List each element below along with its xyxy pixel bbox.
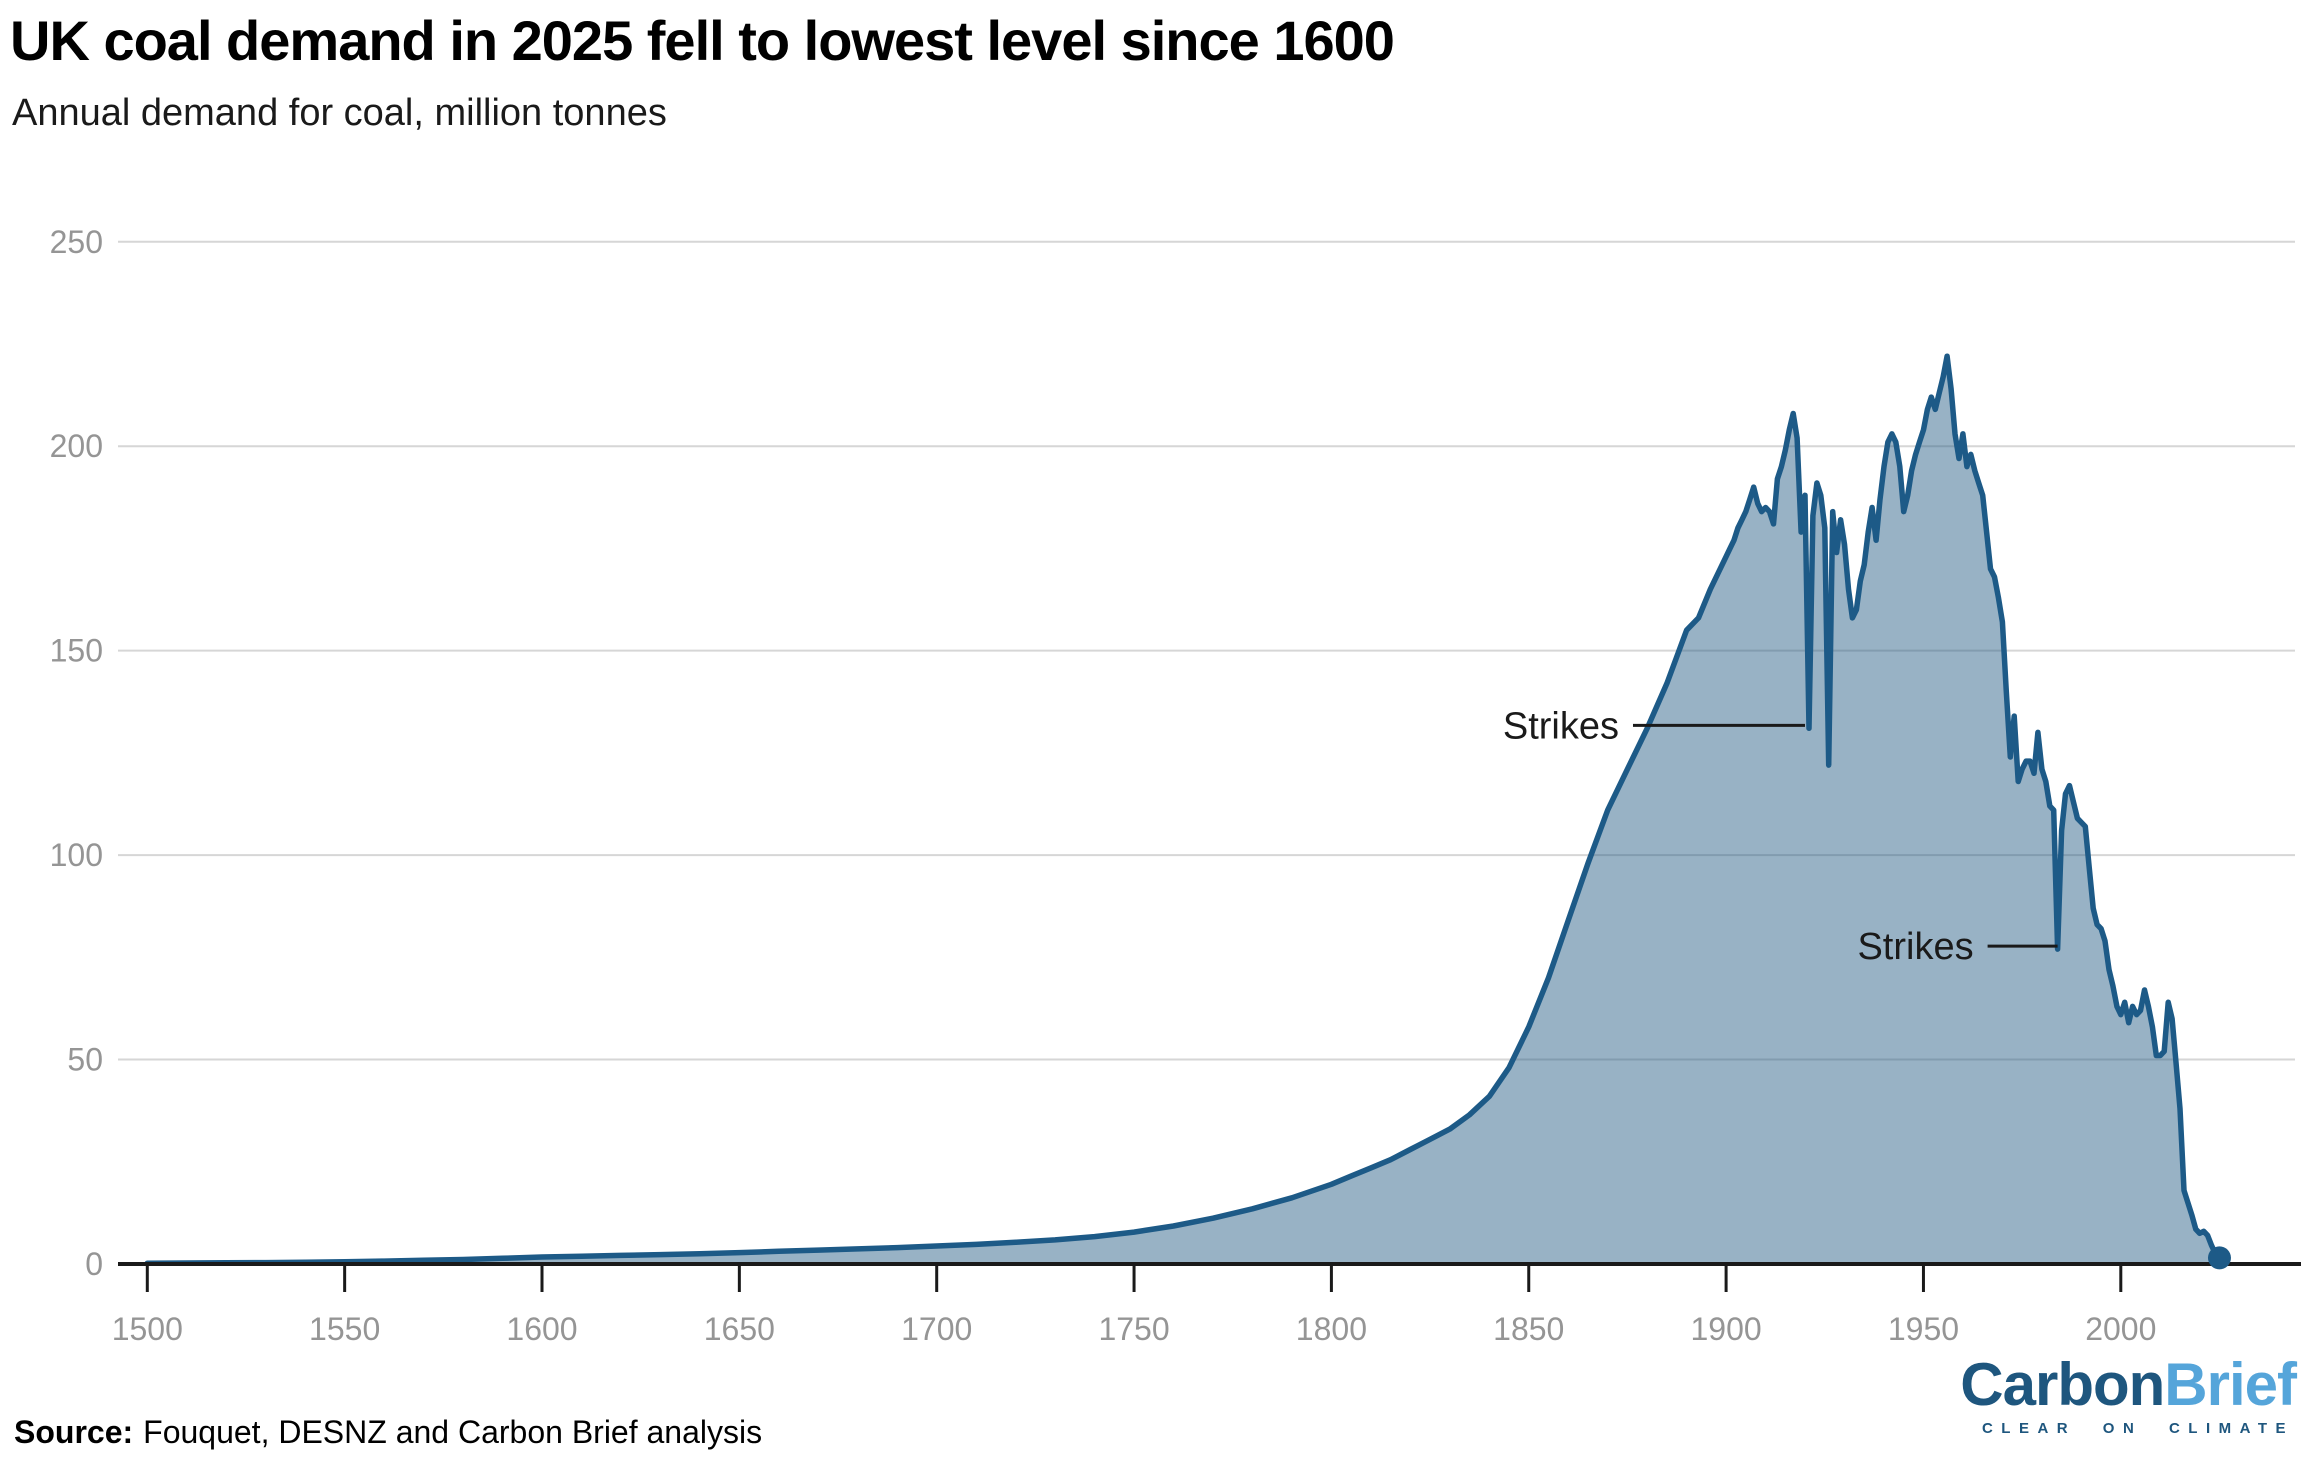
y-tick-label-50: 50 xyxy=(67,1042,103,1078)
x-tick-label-1850: 1850 xyxy=(1493,1311,1564,1347)
annotation-label-1: Strikes xyxy=(1503,705,1619,747)
x-tick-label-1600: 1600 xyxy=(506,1311,577,1347)
y-tick-label-150: 150 xyxy=(50,633,103,669)
end-point-marker xyxy=(2207,1246,2231,1270)
x-tick-label-1500: 1500 xyxy=(112,1311,183,1347)
logo-brief: Brief xyxy=(2164,1351,2297,1418)
x-tick-label-1700: 1700 xyxy=(901,1311,972,1347)
x-tick-label-2000: 2000 xyxy=(2085,1311,2156,1347)
chart-subtitle: Annual demand for coal, million tonnes xyxy=(12,92,667,134)
logo-carbon: Carbon xyxy=(1960,1351,2165,1418)
x-tick-label-1800: 1800 xyxy=(1296,1311,1367,1347)
annotation-label-2: Strikes xyxy=(1857,926,1973,968)
carbonbrief-wordmark: CarbonBrief xyxy=(1960,1351,2297,1418)
carbonbrief-logo: CarbonBrief CLEAR ON CLIMATE xyxy=(1960,1351,2297,1438)
x-tick-label-1750: 1750 xyxy=(1098,1311,1169,1347)
source-label: Source: xyxy=(14,1414,134,1450)
source-note: Source: Fouquet, DESNZ and Carbon Brief a… xyxy=(14,1414,762,1451)
x-tick-label-1650: 1650 xyxy=(704,1311,775,1347)
coal-demand-area xyxy=(147,356,2220,1264)
source-text: Fouquet, DESNZ and Carbon Brief analysis xyxy=(143,1414,763,1450)
y-tick-label-100: 100 xyxy=(50,837,103,873)
y-tick-label-0: 0 xyxy=(85,1246,103,1282)
coal-demand-line xyxy=(144,353,2223,1266)
logo-tagline: CLEAR ON CLIMATE xyxy=(1981,1420,2294,1437)
chart-title: UK coal demand in 2025 fell to lowest le… xyxy=(10,9,1395,72)
x-tick-label-1900: 1900 xyxy=(1691,1311,1762,1347)
x-tick-label-1950: 1950 xyxy=(1888,1311,1959,1347)
y-tick-label-250: 250 xyxy=(50,224,103,260)
y-tick-label-200: 200 xyxy=(50,428,103,464)
x-tick-label-1550: 1550 xyxy=(309,1311,380,1347)
